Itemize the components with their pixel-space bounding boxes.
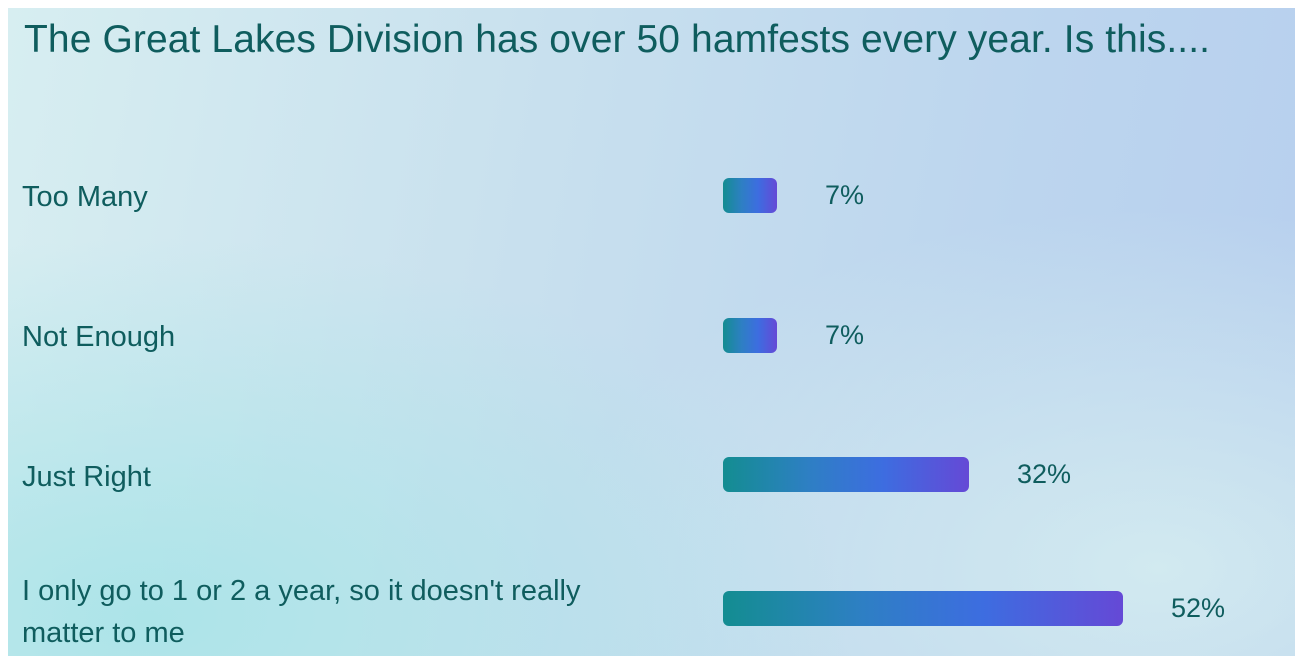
- result-bar: [723, 591, 1123, 626]
- percentage-label: 52%: [1171, 593, 1226, 623]
- result-bar: [723, 318, 777, 353]
- option-label: Not Enough: [22, 321, 176, 353]
- result-bar: [723, 457, 969, 492]
- option-label: Just Right: [22, 461, 151, 493]
- percentage-label: 7%: [825, 180, 865, 210]
- option-label: Too Many: [22, 181, 148, 213]
- result-bar: [723, 178, 777, 213]
- option-label: I only go to 1 or 2 a year, so it doesn'…: [22, 575, 581, 649]
- percentage-label: 32%: [1017, 459, 1072, 489]
- poll-question-title: The Great Lakes Division has over 50 ham…: [24, 18, 1211, 61]
- percentage-label: 7%: [825, 320, 865, 350]
- poll-results-panel: The Great Lakes Division has over 50 ham…: [8, 8, 1295, 656]
